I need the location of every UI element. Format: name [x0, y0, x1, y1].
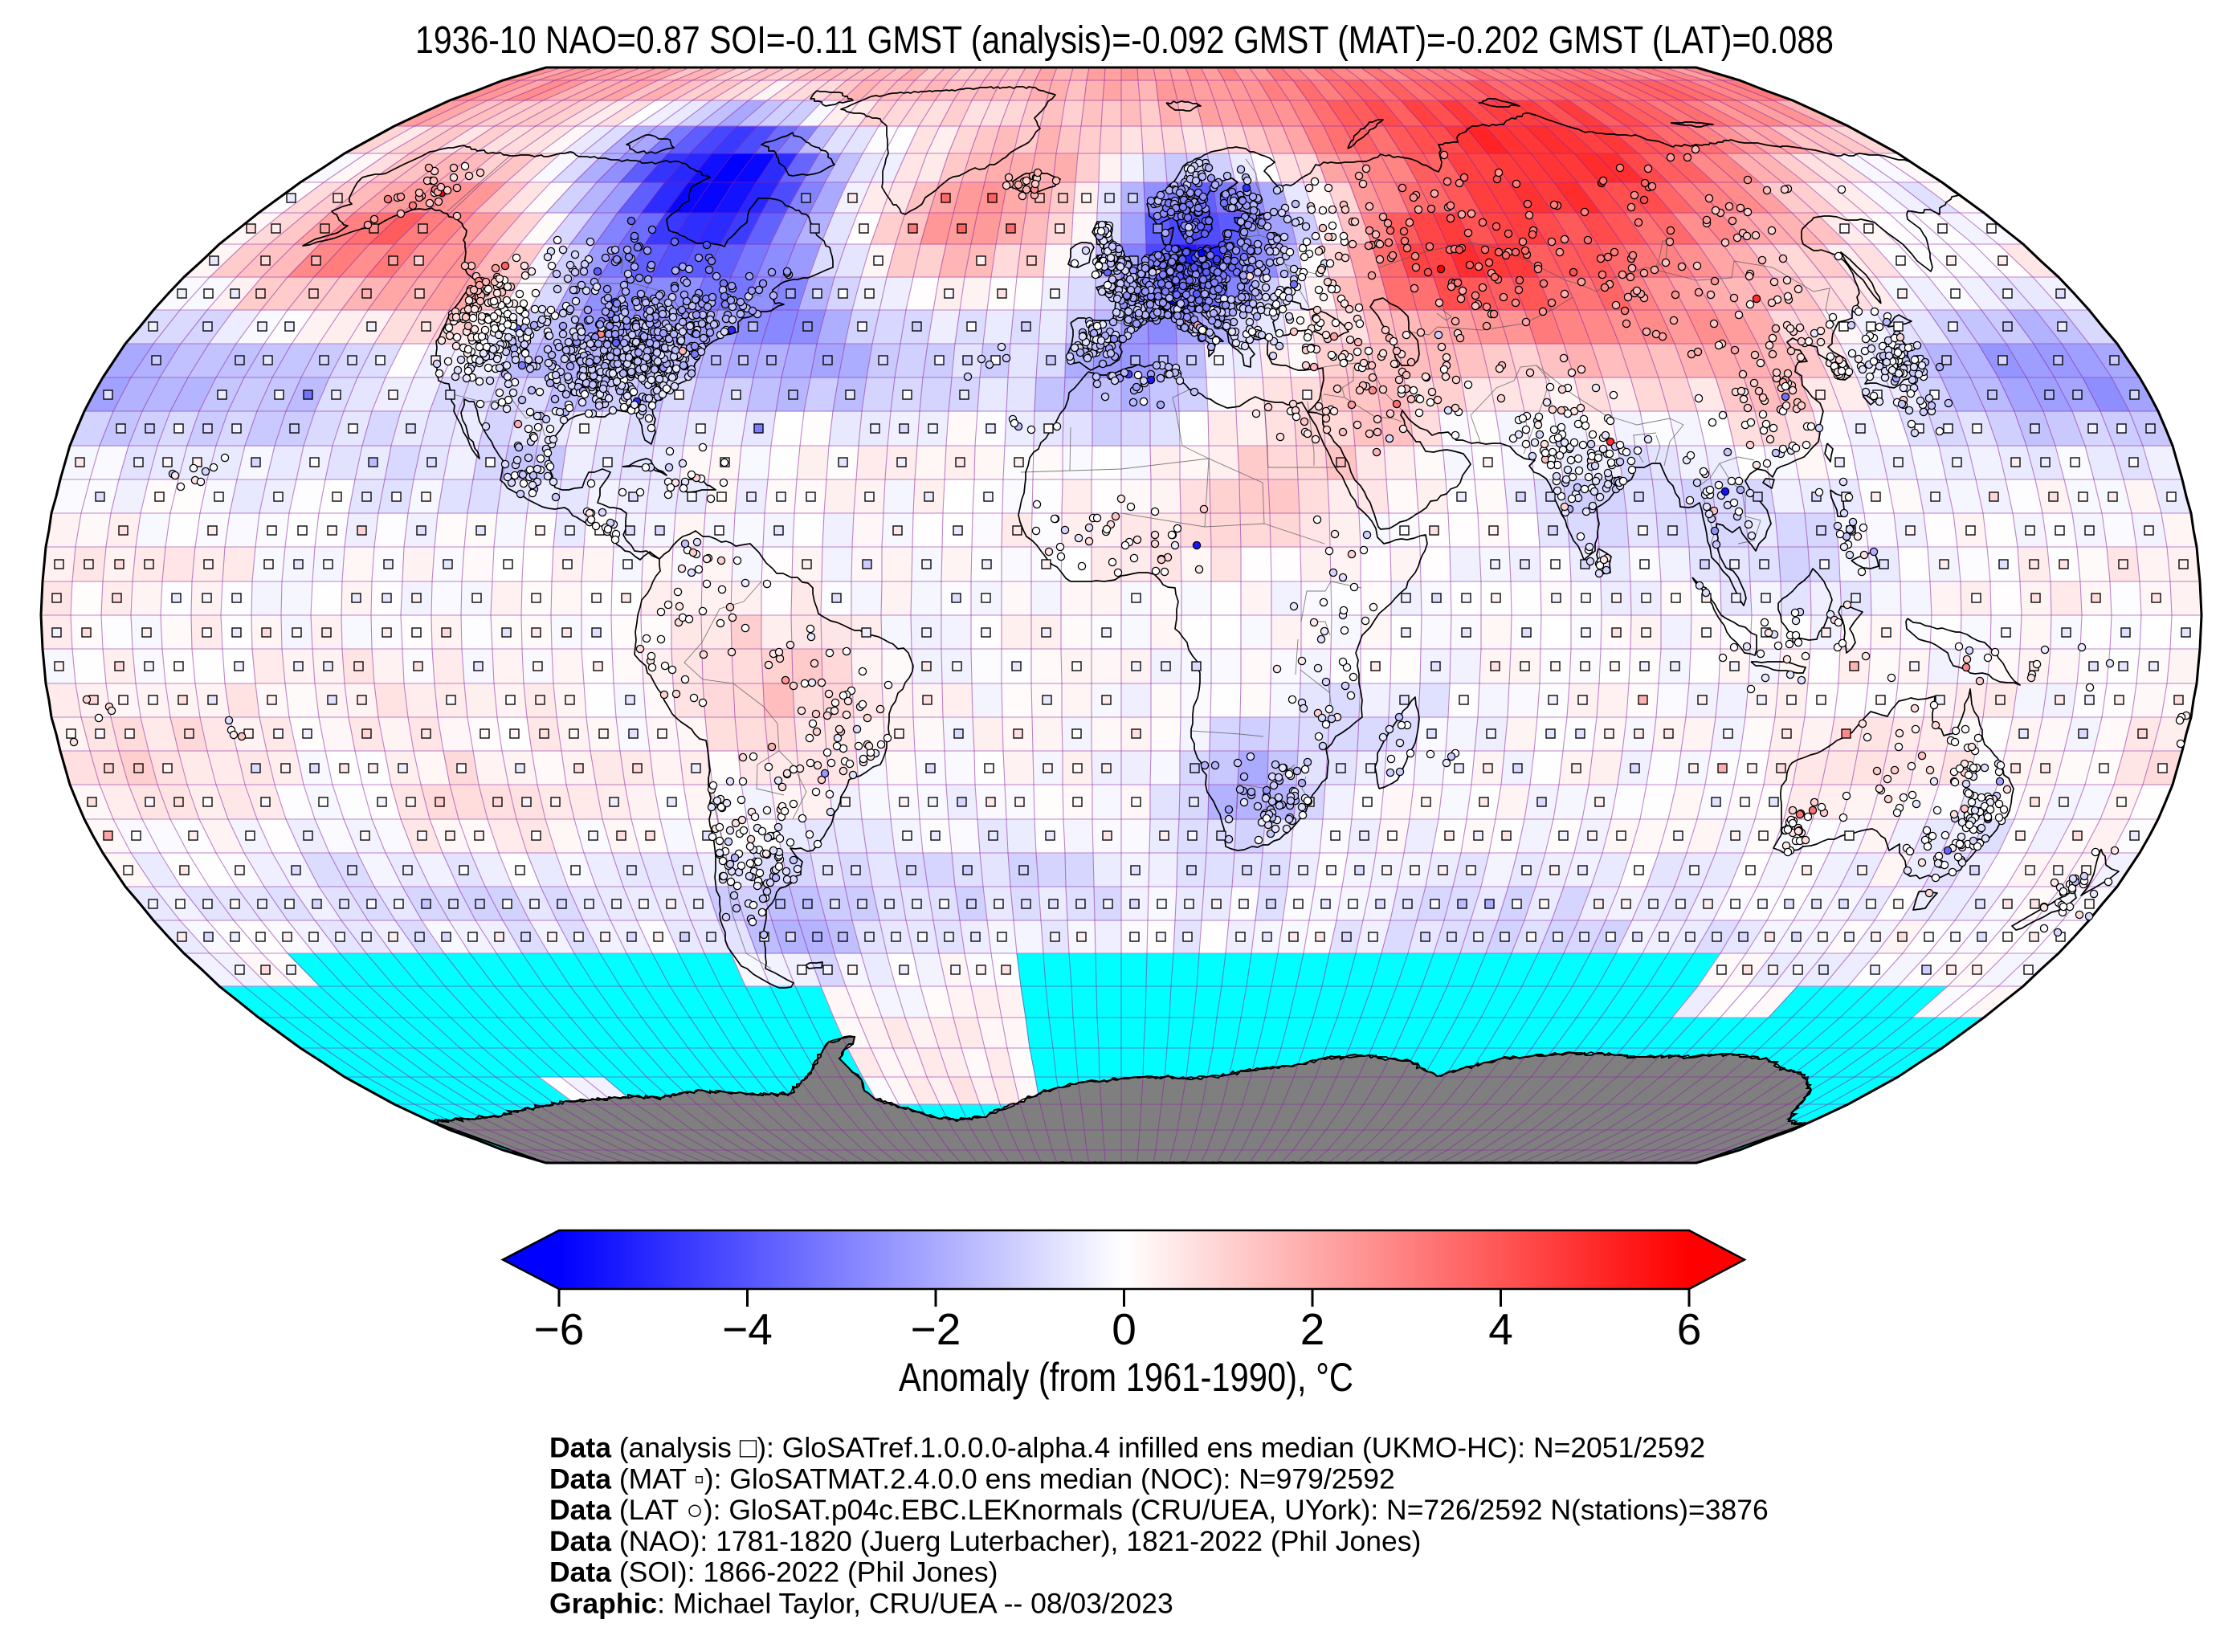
svg-text:−6: −6	[534, 1304, 585, 1354]
svg-text:Data (SOI): 1866-2022 (Phil Jo: Data (SOI): 1866-2022 (Phil Jones)	[549, 1556, 998, 1589]
svg-text:Data (analysis □): GloSATref.1: Data (analysis □): GloSATref.1.0.0.0-alp…	[549, 1432, 1705, 1464]
svg-text:Anomaly (from 1961-1990), °C: Anomaly (from 1961-1990), °C	[899, 1355, 1353, 1400]
svg-text:0: 0	[1112, 1304, 1136, 1354]
svg-text:6: 6	[1677, 1304, 1702, 1354]
svg-text:Data (MAT ▫): GloSATMAT.2.4.0.: Data (MAT ▫): GloSATMAT.2.4.0.0 ens medi…	[549, 1462, 1395, 1495]
svg-text:−4: −4	[722, 1304, 773, 1354]
svg-text:Data (LAT ○): GloSAT.p04c.EBC.: Data (LAT ○): GloSAT.p04c.EBC.LEKnormals…	[549, 1494, 1769, 1526]
svg-text:2: 2	[1300, 1304, 1325, 1354]
svg-text:1936-10 NAO=0.87 SOI=-0.11 GMS: 1936-10 NAO=0.87 SOI=-0.11 GMST (analysi…	[415, 19, 1834, 62]
svg-text:4: 4	[1488, 1304, 1513, 1354]
svg-text:Data (NAO): 1781-1820 (Juerg L: Data (NAO): 1781-1820 (Juerg Luterbacher…	[549, 1525, 1421, 1557]
svg-text:Graphic: Michael Taylor, CRU/U: Graphic: Michael Taylor, CRU/UEA -- 08/0…	[549, 1588, 1173, 1620]
svg-text:−2: −2	[911, 1304, 961, 1354]
